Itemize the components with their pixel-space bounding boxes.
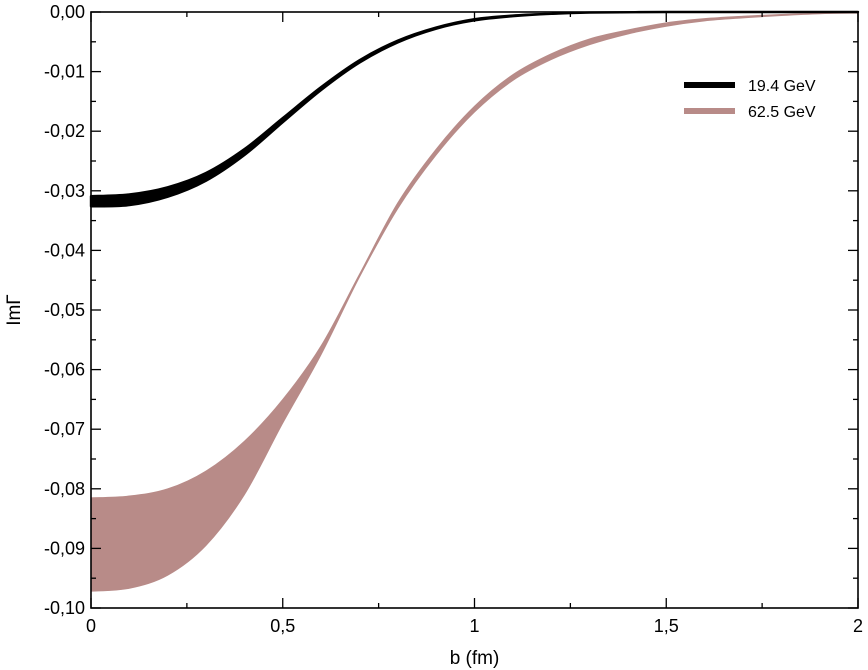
y-tick-label: 0,00 xyxy=(50,2,85,22)
y-tick-label: -0,08 xyxy=(44,479,85,499)
y-tick-label: -0,09 xyxy=(44,538,85,558)
y-tick-label: -0,02 xyxy=(44,121,85,141)
x-tick-label: 1 xyxy=(469,616,479,636)
axis-ticks xyxy=(90,11,859,609)
y-tick-label: -0,03 xyxy=(44,181,85,201)
y-tick-label: -0,06 xyxy=(44,360,85,380)
x-tick-label: 1,5 xyxy=(654,616,679,636)
series-bands xyxy=(89,10,860,592)
series-band-62-5-gev xyxy=(90,12,859,592)
x-tick-label: 0,5 xyxy=(270,616,295,636)
legend-label-19-4-gev: 19.4 GeV xyxy=(748,78,816,95)
x-tick-label: 2 xyxy=(853,616,863,636)
x-tick-label: 0 xyxy=(86,616,96,636)
y-tick-label: -0,04 xyxy=(44,240,85,260)
y-tick-label: -0,07 xyxy=(44,419,85,439)
legend-label-62-5-gev: 62.5 GeV xyxy=(748,104,816,121)
y-tick-label: -0,05 xyxy=(44,300,85,320)
y-tick-label: -0,10 xyxy=(44,598,85,618)
legend: 19.4 GeV 62.5 GeV xyxy=(684,78,816,121)
y-tick-label: -0,01 xyxy=(44,62,85,82)
x-axis-label: b (fm) xyxy=(450,648,500,669)
y-axis-label: ImΓ xyxy=(4,294,25,326)
tick-labels: 0 0,5 1 1,5 2 0,00 -0,01 -0,02 -0,03 -0,04 -0,05 -0… xyxy=(44,2,863,636)
